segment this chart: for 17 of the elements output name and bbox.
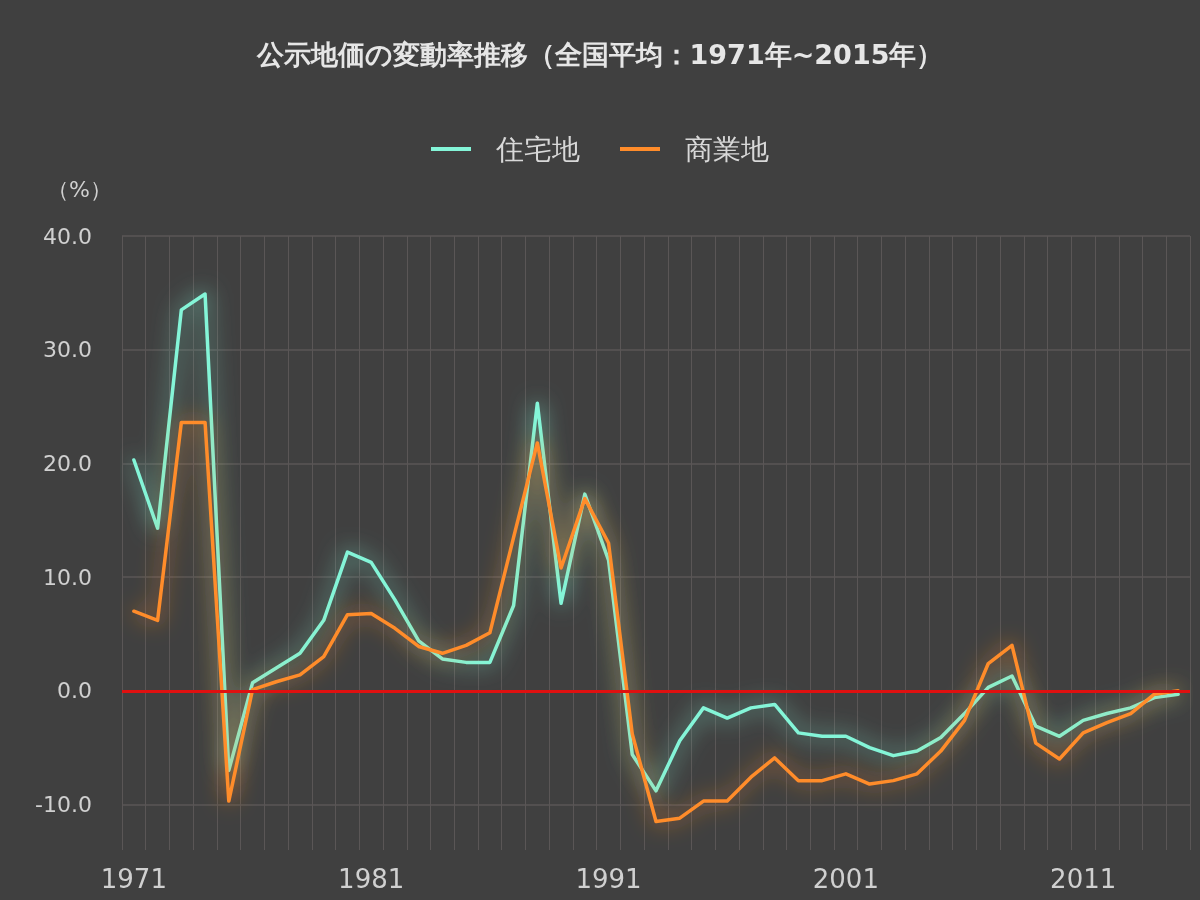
y-axis-title: （%） bbox=[47, 176, 112, 202]
y-tick-label: 40.0 bbox=[43, 223, 92, 249]
x-tick-label: 2001 bbox=[812, 864, 879, 894]
legend-label: 商業地 bbox=[685, 132, 769, 166]
x-tick-label: 1991 bbox=[575, 864, 642, 894]
chart-title: 公示地価の変動率推移（全国平均：1971年~2015年） bbox=[255, 39, 944, 70]
x-tick-label: 1971 bbox=[100, 864, 167, 894]
line-series bbox=[132, 420, 1180, 824]
y-tick-label: 10.0 bbox=[43, 564, 92, 590]
line-series bbox=[132, 292, 1180, 793]
y-tick-label: -10.0 bbox=[35, 792, 92, 818]
x-tick-label: 1981 bbox=[338, 864, 405, 894]
legend-label: 住宅地 bbox=[495, 132, 580, 166]
x-tick-label: 2011 bbox=[1050, 864, 1117, 894]
y-tick-label: 20.0 bbox=[43, 450, 92, 476]
y-tick-label: 0.0 bbox=[57, 678, 92, 704]
y-tick-label: 30.0 bbox=[43, 337, 92, 363]
